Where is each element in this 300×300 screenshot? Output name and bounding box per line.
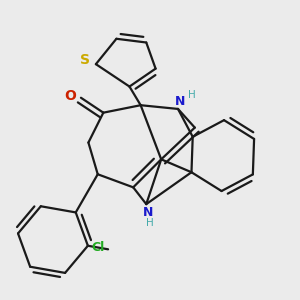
- Text: O: O: [64, 89, 76, 103]
- Text: H: H: [146, 218, 154, 228]
- Text: H: H: [188, 90, 196, 100]
- Text: N: N: [143, 206, 153, 219]
- Text: S: S: [80, 53, 90, 68]
- Text: N: N: [175, 95, 185, 108]
- Text: Cl: Cl: [91, 241, 104, 254]
